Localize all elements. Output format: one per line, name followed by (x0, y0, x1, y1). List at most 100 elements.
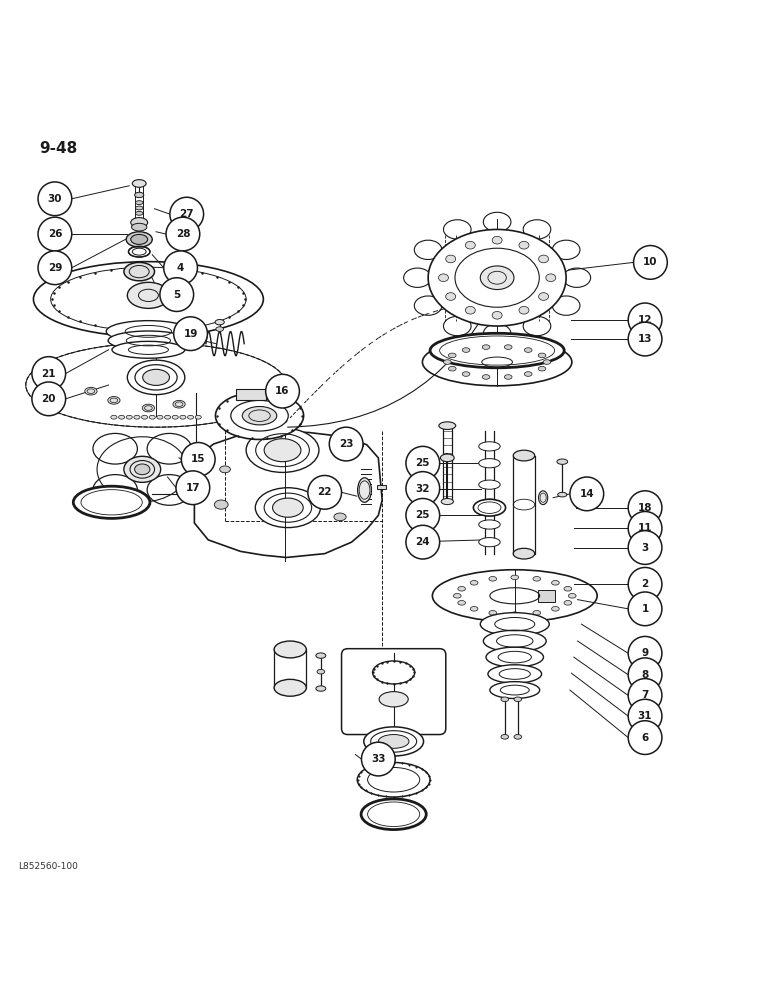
Circle shape (628, 511, 662, 545)
Ellipse shape (563, 268, 591, 287)
Text: 13: 13 (638, 334, 652, 344)
Ellipse shape (511, 575, 519, 580)
Ellipse shape (443, 220, 471, 239)
Ellipse shape (430, 333, 564, 368)
Ellipse shape (479, 442, 500, 451)
Ellipse shape (553, 296, 580, 315)
Ellipse shape (256, 488, 320, 528)
FancyBboxPatch shape (341, 649, 445, 735)
Ellipse shape (445, 293, 455, 300)
Ellipse shape (466, 241, 476, 249)
Ellipse shape (142, 404, 154, 412)
Ellipse shape (490, 682, 540, 699)
Circle shape (32, 357, 66, 390)
Circle shape (32, 382, 66, 416)
Ellipse shape (316, 686, 326, 691)
Ellipse shape (379, 692, 408, 707)
Ellipse shape (93, 433, 137, 464)
Ellipse shape (220, 466, 230, 473)
Ellipse shape (480, 266, 514, 290)
Circle shape (628, 721, 662, 754)
Ellipse shape (533, 577, 540, 581)
Text: 20: 20 (42, 394, 56, 404)
Ellipse shape (557, 459, 567, 464)
Ellipse shape (523, 316, 550, 336)
Ellipse shape (131, 223, 147, 231)
Circle shape (181, 443, 215, 476)
Ellipse shape (458, 586, 466, 591)
Ellipse shape (462, 348, 470, 352)
Circle shape (266, 374, 300, 408)
Ellipse shape (128, 246, 150, 257)
Ellipse shape (458, 601, 466, 605)
Ellipse shape (415, 296, 442, 315)
Ellipse shape (135, 211, 143, 215)
Ellipse shape (539, 255, 549, 263)
Ellipse shape (523, 220, 550, 239)
Ellipse shape (479, 480, 500, 489)
Ellipse shape (564, 601, 572, 605)
Ellipse shape (141, 415, 147, 419)
Ellipse shape (126, 232, 152, 247)
Text: 26: 26 (48, 229, 62, 239)
Ellipse shape (493, 311, 502, 319)
Polygon shape (195, 431, 382, 557)
Ellipse shape (334, 513, 346, 521)
Circle shape (628, 567, 662, 601)
Ellipse shape (443, 360, 451, 364)
Ellipse shape (172, 415, 178, 419)
Ellipse shape (455, 248, 540, 307)
Ellipse shape (215, 320, 225, 325)
Ellipse shape (449, 366, 456, 371)
Ellipse shape (317, 669, 325, 674)
Ellipse shape (483, 324, 511, 343)
Ellipse shape (134, 415, 140, 419)
Ellipse shape (441, 498, 453, 505)
Ellipse shape (519, 306, 529, 314)
Text: 12: 12 (638, 315, 652, 325)
Ellipse shape (453, 594, 461, 598)
Ellipse shape (539, 293, 549, 300)
Ellipse shape (479, 538, 500, 547)
Ellipse shape (215, 392, 303, 439)
Ellipse shape (357, 763, 430, 797)
Ellipse shape (445, 255, 455, 263)
Ellipse shape (486, 647, 543, 667)
Circle shape (628, 658, 662, 692)
Ellipse shape (438, 274, 449, 282)
Ellipse shape (130, 234, 147, 244)
Ellipse shape (538, 353, 546, 358)
Text: 25: 25 (415, 458, 430, 468)
Ellipse shape (135, 201, 143, 205)
Ellipse shape (480, 613, 549, 636)
Ellipse shape (108, 397, 120, 404)
Ellipse shape (124, 262, 154, 281)
Ellipse shape (428, 229, 566, 326)
Ellipse shape (119, 415, 124, 419)
Ellipse shape (439, 422, 455, 429)
Text: 22: 22 (317, 487, 332, 497)
Ellipse shape (493, 236, 502, 244)
Ellipse shape (473, 499, 506, 516)
Circle shape (406, 446, 439, 480)
Ellipse shape (149, 415, 155, 419)
Text: 19: 19 (184, 329, 198, 339)
Circle shape (330, 427, 363, 461)
Ellipse shape (443, 316, 471, 336)
Ellipse shape (357, 478, 371, 502)
Text: 7: 7 (642, 690, 648, 700)
Ellipse shape (504, 345, 512, 349)
Text: 17: 17 (185, 483, 200, 493)
Circle shape (628, 531, 662, 564)
Text: 24: 24 (415, 537, 430, 547)
Ellipse shape (482, 375, 490, 379)
Ellipse shape (273, 498, 303, 517)
Ellipse shape (489, 577, 496, 581)
Ellipse shape (513, 450, 535, 461)
Ellipse shape (488, 665, 542, 683)
Polygon shape (538, 590, 554, 602)
Ellipse shape (143, 369, 170, 385)
Ellipse shape (130, 218, 147, 228)
Ellipse shape (274, 641, 306, 658)
Ellipse shape (404, 268, 432, 287)
